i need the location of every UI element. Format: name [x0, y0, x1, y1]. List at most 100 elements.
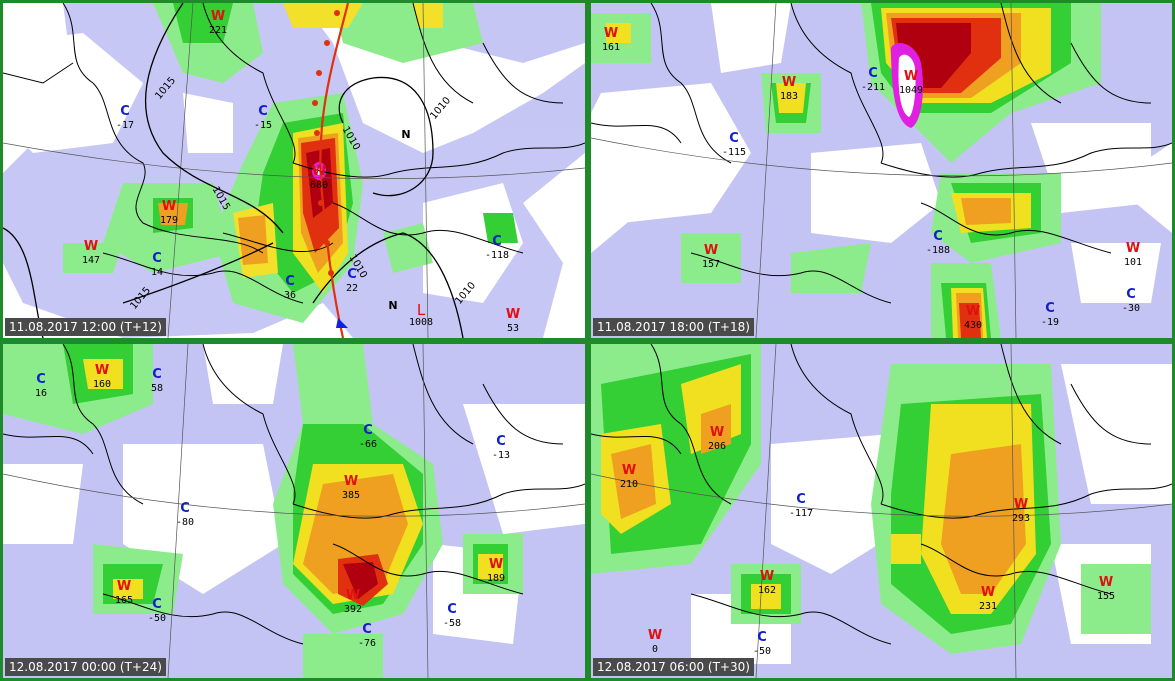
cold-center-marker: C: [362, 622, 372, 637]
marker-value: -50: [147, 613, 167, 624]
warm-center-marker: W: [709, 425, 725, 440]
marker-value: 16: [34, 388, 48, 399]
warm-center-marker: W: [210, 9, 226, 24]
marker-value: -50: [752, 646, 772, 657]
timestamp-label: 11.08.2017 18:00 (T+18): [593, 318, 754, 336]
cold-center-marker: C: [363, 423, 373, 438]
marker-value: 101: [1123, 257, 1143, 268]
warm-center-marker: W: [161, 199, 177, 214]
cold-center-marker: C: [36, 372, 46, 387]
marker-value: -80: [175, 517, 195, 528]
warm-center-marker: W: [1013, 497, 1029, 512]
warm-center-marker: W: [345, 588, 361, 603]
marker-value: 165: [114, 595, 134, 606]
warm-center-marker: W: [703, 243, 719, 258]
map-panel-t12: 11.08.2017 12:00 (T+12) W 221 C -17 C -15 W 179…: [3, 3, 585, 338]
neutral-label: N: [401, 128, 411, 141]
marker-value: 210: [619, 479, 639, 490]
marker-value: -17: [115, 120, 135, 131]
warm-center-marker: W: [1098, 575, 1114, 590]
cold-center-marker: C: [152, 597, 162, 612]
marker-value: 179: [159, 215, 179, 226]
warm-center-marker: W: [980, 585, 996, 600]
marker-value: 430: [963, 320, 983, 331]
marker-value: 206: [707, 441, 727, 452]
warm-center-marker: W: [965, 304, 981, 319]
warm-center-marker: W: [116, 579, 132, 594]
cold-center-marker: C: [120, 104, 130, 119]
timestamp-label: 11.08.2017 12:00 (T+12): [5, 318, 166, 336]
warm-center-marker: W: [505, 307, 521, 322]
marker-value: -76: [357, 638, 377, 649]
cold-center-marker: C: [180, 501, 190, 516]
marker-value: -58: [442, 618, 462, 629]
cold-center-marker: C: [757, 630, 767, 645]
cold-center-marker: C: [1045, 301, 1055, 316]
marker-value: -211: [860, 82, 886, 93]
cold-center-marker: C: [729, 131, 739, 146]
marker-value: 293: [1011, 513, 1031, 524]
marker-value: 392: [343, 604, 363, 615]
map-panel-t30: 12.08.2017 06:00 (T+30) W 206 W 210 C -117 W 29…: [591, 344, 1172, 678]
warm-center-marker: W: [94, 363, 110, 378]
marker-value: 22: [345, 283, 359, 294]
warm-center-marker: W: [759, 569, 775, 584]
warm-center-marker: W: [83, 239, 99, 254]
map-panel-t18: 11.08.2017 18:00 (T+18) W 161 W 183 C -211 W 10…: [591, 3, 1172, 338]
precip-field: [591, 3, 1172, 338]
marker-value: 0: [651, 644, 659, 655]
marker-value: -115: [721, 147, 747, 158]
marker-value: -30: [1121, 303, 1141, 314]
warm-center-marker: W: [311, 164, 327, 179]
marker-value: -118: [484, 250, 510, 261]
marker-value: -66: [358, 439, 378, 450]
marker-value: 183: [779, 91, 799, 102]
timestamp-label: 12.08.2017 00:00 (T+24): [5, 658, 166, 676]
marker-value: -19: [1040, 317, 1060, 328]
marker-value: 160: [92, 379, 112, 390]
marker-value: 155: [1096, 591, 1116, 602]
marker-value: 385: [341, 490, 361, 501]
cold-center-marker: C: [496, 434, 506, 449]
cold-center-marker: C: [1126, 287, 1136, 302]
marker-value: -13: [491, 450, 511, 461]
marker-value: 231: [978, 601, 998, 612]
marker-value: 221: [208, 25, 228, 36]
cold-center-marker: C: [933, 229, 943, 244]
marker-value: -188: [925, 245, 951, 256]
marker-value: 157: [701, 259, 721, 270]
marker-value: 680: [309, 180, 329, 191]
warm-center-marker: W: [603, 26, 619, 41]
precip-field: [591, 344, 1172, 678]
warm-center-marker: W: [781, 75, 797, 90]
marker-value: 189: [486, 573, 506, 584]
neutral-label: N: [388, 299, 398, 312]
marker-value: 162: [757, 585, 777, 596]
marker-value: 161: [601, 42, 621, 53]
marker-value: -15: [253, 120, 273, 131]
warm-center-marker: W: [647, 628, 663, 643]
cold-center-marker: C: [796, 492, 806, 507]
marker-value: 147: [81, 255, 101, 266]
cold-center-marker: C: [258, 104, 268, 119]
cold-center-marker: C: [447, 602, 457, 617]
map-panel-t24: 12.08.2017 00:00 (T+24) C 16 W 160 C 58 C -66 C -…: [3, 344, 585, 678]
marker-value: 1008: [408, 317, 434, 328]
cold-center-marker: C: [347, 267, 357, 282]
precip-field: [3, 344, 585, 678]
marker-value: 36: [283, 290, 297, 301]
marker-value: -117: [788, 508, 814, 519]
timestamp-label: 12.08.2017 06:00 (T+30): [593, 658, 754, 676]
warm-center-marker: W: [903, 69, 919, 84]
cold-center-marker: C: [152, 251, 162, 266]
cold-center-marker: C: [868, 66, 878, 81]
cold-center-marker: C: [285, 274, 295, 289]
precip-field: [3, 3, 585, 338]
marker-value: 58: [150, 383, 164, 394]
cold-center-marker: C: [492, 234, 502, 249]
marker-value: 53: [506, 323, 520, 334]
cold-center-marker: C: [152, 367, 162, 382]
warm-center-marker: W: [621, 463, 637, 478]
marker-value: 1049: [898, 85, 924, 96]
